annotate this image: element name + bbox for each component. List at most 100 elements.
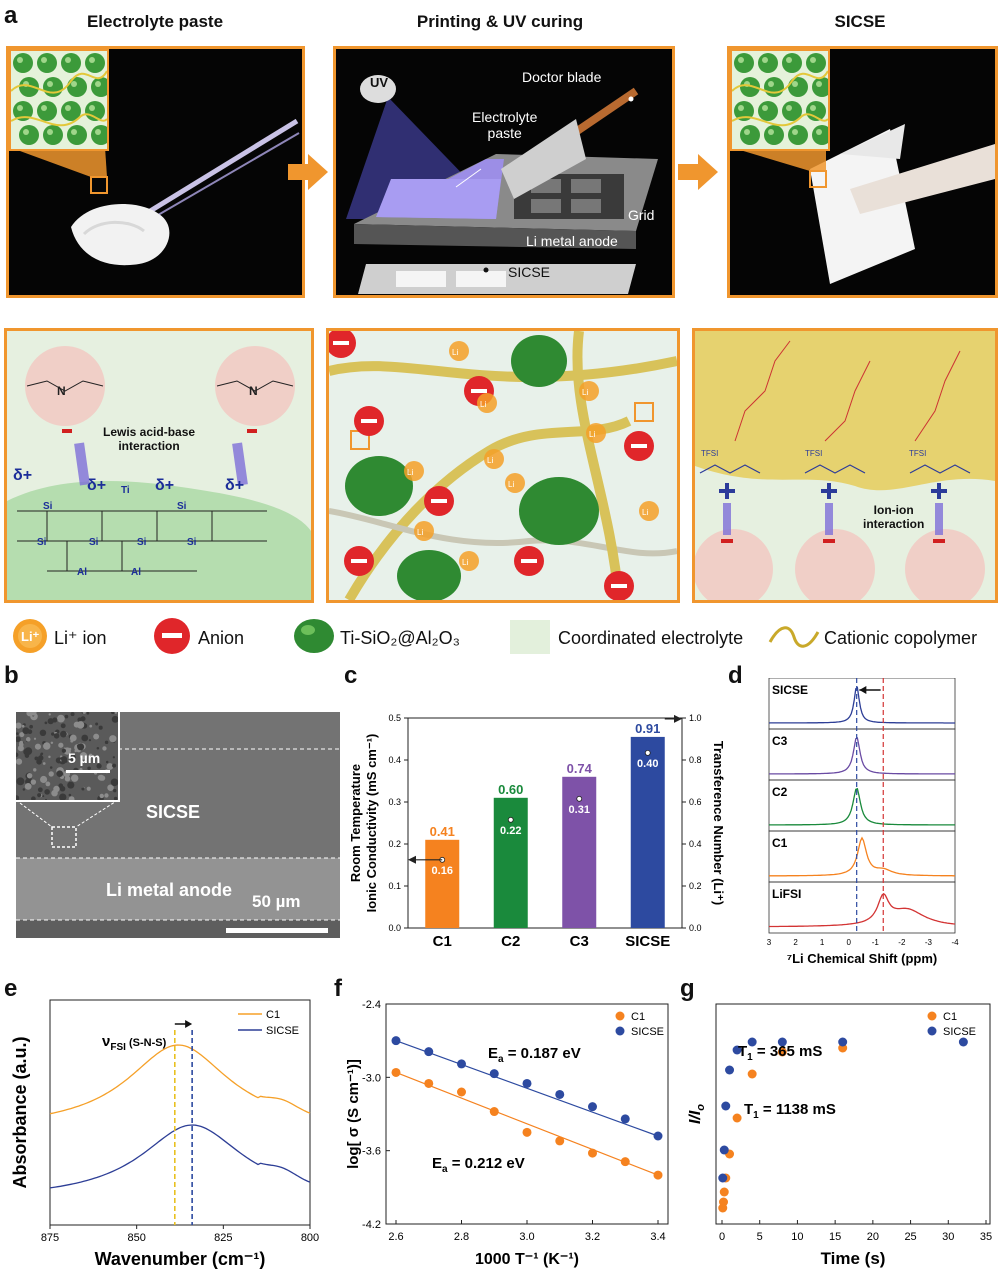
svg-text:Si: Si xyxy=(89,537,99,548)
particle-sphere xyxy=(37,101,57,121)
sem-grain xyxy=(60,723,66,729)
data-point xyxy=(732,1113,742,1123)
sphere-highlight xyxy=(23,129,29,135)
xlabel: ⁷Li Chemical Shift (ppm) xyxy=(787,951,938,966)
sphere-highlight xyxy=(71,129,77,135)
tfsi-2: TFSI xyxy=(805,449,823,458)
ytick-left-label: 0.4 xyxy=(388,755,401,765)
data-point xyxy=(522,1078,532,1088)
particle-icon xyxy=(294,619,334,653)
sem-grain xyxy=(104,793,109,798)
sem-grain xyxy=(107,784,114,791)
sem-grain xyxy=(82,712,86,714)
svg-text:Li⁺: Li⁺ xyxy=(21,629,40,644)
particle-sphere xyxy=(758,101,778,121)
spectrum-line xyxy=(769,787,955,826)
xtick-label: -4 xyxy=(951,938,959,947)
xtick-label: 800 xyxy=(301,1232,319,1244)
ylabel: Absorbance (a.u.) xyxy=(10,1036,30,1188)
sem-grain xyxy=(70,774,79,782)
series-label: C3 xyxy=(772,734,788,748)
sem-grain xyxy=(61,748,66,753)
delta-2: δ+ xyxy=(87,477,107,494)
xtick-label: 875 xyxy=(41,1232,59,1244)
data-point xyxy=(747,1037,757,1047)
tfsi-3: TFSI xyxy=(909,449,927,458)
sphere-highlight xyxy=(95,81,101,87)
sem-grain xyxy=(96,763,102,769)
sem-grain xyxy=(112,763,117,768)
photo-sicse xyxy=(727,46,998,298)
legend-row: Li⁺ Li⁺ ion Anion Ti-SiO₂@Al₂O₃ Coordina… xyxy=(0,610,1000,660)
sem-grain xyxy=(44,721,48,725)
li-ion-sphere xyxy=(414,521,434,541)
photo-electrolyte-paste xyxy=(6,46,305,298)
plot-frame xyxy=(407,717,683,929)
legend-coord: Coordinated electrolyte xyxy=(558,628,744,648)
t1-sub: 1 xyxy=(747,1052,753,1063)
data-point xyxy=(522,1127,532,1137)
sem-grain xyxy=(114,712,118,714)
conductivity-label: 0.31 xyxy=(569,804,590,816)
sem-grain xyxy=(105,760,109,764)
composite-illustration: Li Li Li Li Li Li Li Li Li Li xyxy=(329,331,677,600)
anion-minus xyxy=(521,559,537,563)
ion-ion-illustration xyxy=(695,331,995,600)
legend-marker xyxy=(927,1026,937,1036)
sphere-highlight xyxy=(786,105,792,111)
grid-label: Grid xyxy=(628,207,655,223)
sphere-highlight xyxy=(744,129,750,135)
spectrum-line xyxy=(768,686,955,724)
xtick-label: 15 xyxy=(829,1231,841,1243)
sem-grain xyxy=(81,734,89,742)
sem-grain xyxy=(44,789,50,795)
svg-text:Ti: Ti xyxy=(121,485,130,496)
anion-minus xyxy=(631,444,647,448)
sphere-highlight xyxy=(816,129,822,135)
sem-grain xyxy=(22,788,26,791)
data-point xyxy=(719,1145,729,1155)
li-ion-icon: Li⁺ xyxy=(13,619,47,653)
svg-text:Si: Si xyxy=(37,537,47,548)
sphere-highlight xyxy=(41,105,47,111)
particle-sphere xyxy=(19,125,39,145)
sem-grain xyxy=(26,772,33,779)
sem-grain xyxy=(34,743,42,750)
xtick-label: 0 xyxy=(846,938,851,947)
bar xyxy=(630,736,665,928)
particle-sphere xyxy=(61,53,81,73)
particle-sphere xyxy=(85,53,105,73)
category-label: SICSE xyxy=(625,933,670,950)
sem-grain xyxy=(69,734,77,742)
sem-grain xyxy=(67,781,75,789)
li-ion-sphere xyxy=(505,473,525,493)
sem-grain xyxy=(59,785,65,791)
sem-grain xyxy=(44,798,48,801)
particle-sphere xyxy=(812,125,828,145)
conductivity-label: 0.22 xyxy=(500,825,521,837)
sem-grain xyxy=(16,777,25,786)
sem-grain xyxy=(86,712,90,715)
sem-grain xyxy=(113,796,118,801)
sphere-highlight xyxy=(792,81,798,87)
xtick-label: 2 xyxy=(793,938,798,947)
ytick-left-label: 0.3 xyxy=(388,797,401,807)
sphere-highlight xyxy=(89,105,95,111)
particle-sphere xyxy=(67,77,87,97)
legend-particle: Ti-SiO₂@Al₂O₃ xyxy=(340,628,460,648)
annotation-rest: (S-N-S) xyxy=(126,1037,167,1049)
anion-minus xyxy=(333,341,349,345)
xtick-label: -2 xyxy=(898,938,906,947)
sem-grain xyxy=(37,787,43,793)
fit-line xyxy=(395,1071,659,1176)
sem-grain xyxy=(19,732,25,738)
series-label: C1 xyxy=(772,836,788,850)
sem-grain xyxy=(111,715,119,723)
ylabel-group: Absorbance (a.u.) xyxy=(10,1036,30,1188)
sem-grain xyxy=(53,785,60,793)
ea-symbol: E xyxy=(488,1045,498,1062)
sem-grain xyxy=(64,776,71,782)
ea-sub: a xyxy=(442,1164,448,1175)
sem-grain xyxy=(81,787,85,791)
